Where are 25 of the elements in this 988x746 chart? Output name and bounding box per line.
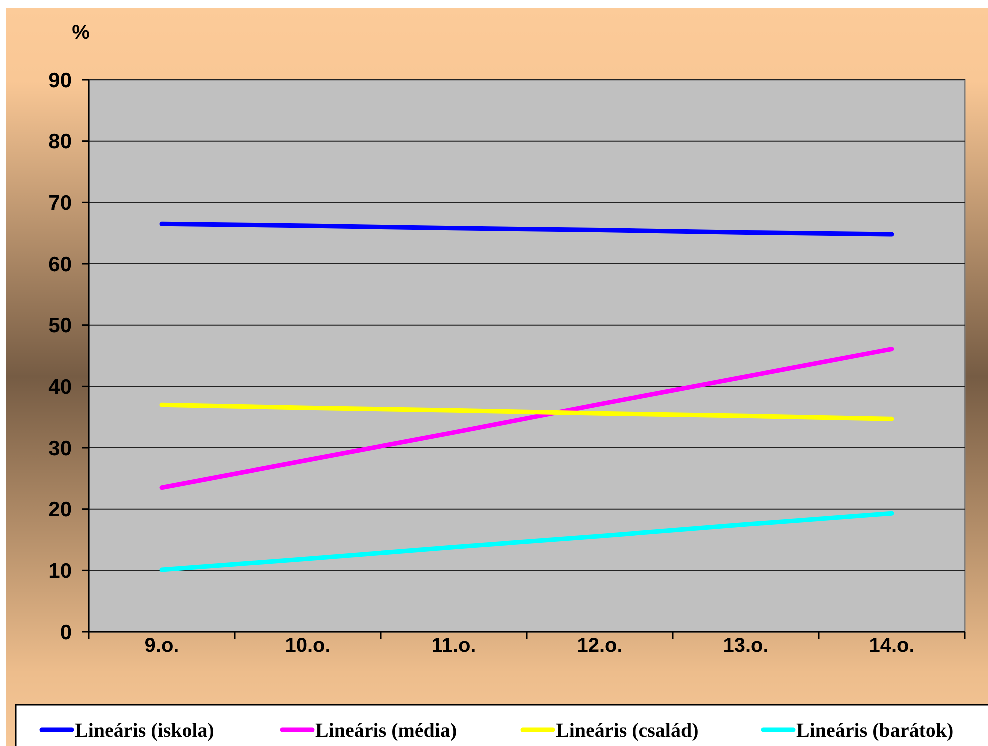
- y-axis-title: %: [72, 22, 90, 44]
- y-tick-label: 50: [48, 314, 72, 338]
- x-tick-label: 10.o.: [285, 635, 331, 657]
- x-tick-label: 11.o.: [432, 635, 476, 657]
- y-tick-label: 0: [60, 621, 72, 644]
- y-tick-label: 30: [48, 437, 72, 460]
- y-tick-label: 80: [48, 130, 72, 154]
- legend-label: Lineáris (barátok): [796, 720, 954, 742]
- y-tick-label: 90: [48, 69, 72, 92]
- y-tick-label: 70: [48, 192, 72, 216]
- y-tick-label: 10: [48, 560, 72, 584]
- line-series: [160, 347, 894, 490]
- x-tick-label: 12.o.: [577, 635, 623, 657]
- x-tick-label: 13.o.: [723, 635, 769, 657]
- legend-label: Lineáris (iskola): [75, 720, 214, 742]
- legend-label: Lineáris (család): [556, 720, 699, 742]
- legend-label: Lineáris (média): [316, 720, 458, 742]
- x-tick-label: 9.o.: [144, 635, 180, 657]
- x-tick-label: 14.o.: [869, 635, 915, 657]
- line-series: [160, 402, 894, 422]
- y-tick-label: 60: [48, 253, 72, 276]
- y-tick-label: 40: [48, 376, 72, 400]
- line-series: [160, 222, 894, 237]
- line-series: [160, 511, 894, 572]
- y-tick-label: 20: [48, 498, 72, 522]
